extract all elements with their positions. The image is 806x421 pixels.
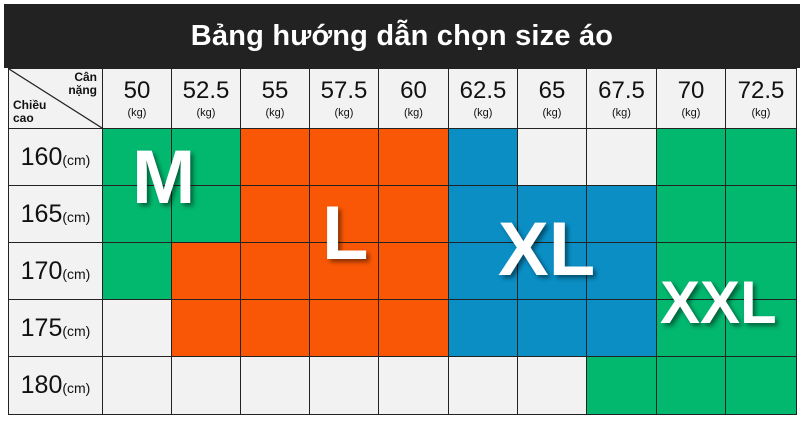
size-cell (448, 185, 518, 243)
height-row: 180(cm) (8, 356, 797, 415)
corner-diagonal (9, 69, 102, 128)
weight-header: 62.5 (kg) (448, 68, 518, 129)
weight-header: 50 (kg) (102, 68, 172, 129)
height-header: 170(cm) (8, 242, 103, 300)
size-cell (309, 128, 379, 186)
size-cell (725, 242, 797, 300)
size-cell (240, 128, 310, 186)
height-header: 180(cm) (8, 356, 103, 415)
size-cell (517, 185, 587, 243)
size-cell (586, 242, 657, 300)
height-row: 160(cm) (8, 128, 797, 186)
size-cell (448, 128, 518, 186)
size-cell (656, 242, 726, 300)
size-cell (102, 299, 172, 357)
size-cell (171, 299, 241, 357)
weight-header: 60 (kg) (378, 68, 449, 129)
height-header: 175(cm) (8, 299, 103, 357)
weight-header: 65 (kg) (517, 68, 587, 129)
height-row: 175(cm) (8, 299, 797, 357)
size-cell (656, 299, 726, 357)
size-cell (725, 356, 797, 415)
weight-header: 57.5 (kg) (309, 68, 379, 129)
size-cell (656, 128, 726, 186)
size-cell (378, 299, 449, 357)
weight-header: 72.5 (kg) (725, 68, 797, 129)
size-cell (240, 356, 310, 415)
size-table: Cân nặng Chiều cao 50 (kg) 52.5 (kg) 55 (kg) … (8, 68, 797, 415)
size-cell (448, 242, 518, 300)
size-cell (378, 356, 449, 415)
size-cell (725, 185, 797, 243)
weight-header: 70 (kg) (656, 68, 726, 129)
size-cell (517, 356, 587, 415)
size-cell (517, 242, 587, 300)
size-cell (656, 356, 726, 415)
size-label-l: L (322, 191, 369, 276)
corner-weight-label: Cân nặng (68, 70, 97, 97)
size-cell (102, 356, 172, 415)
size-cell (378, 128, 449, 186)
size-label-xxl: XXL (660, 269, 777, 336)
size-cell (171, 185, 241, 243)
size-cell (656, 185, 726, 243)
weight-header: 55 (kg) (240, 68, 310, 129)
corner-height-label: Chiều cao (13, 98, 47, 125)
size-cell (586, 128, 657, 186)
height-row: 165(cm) (8, 185, 797, 243)
size-label-m: M (132, 135, 196, 220)
weight-header: 52.5 (kg) (171, 68, 241, 129)
size-cell (517, 128, 587, 186)
height-header: 160(cm) (8, 128, 103, 186)
size-cell (725, 128, 797, 186)
size-cell (171, 242, 241, 300)
size-cell (448, 356, 518, 415)
size-cell (102, 242, 172, 300)
size-cell (240, 185, 310, 243)
size-cell (586, 185, 657, 243)
size-cell (586, 299, 657, 357)
size-label-xl: XL (498, 207, 596, 292)
size-cell (448, 299, 518, 357)
size-cell (378, 185, 449, 243)
size-cell (517, 299, 587, 357)
weight-header: 67.5 (kg) (586, 68, 657, 129)
size-cell (725, 299, 797, 357)
size-cell (102, 128, 172, 186)
size-cell (240, 299, 310, 357)
size-cell (309, 185, 379, 243)
size-cell (240, 242, 310, 300)
size-cell (309, 299, 379, 357)
size-cell (171, 356, 241, 415)
corner-cell: Cân nặng Chiều cao (8, 68, 103, 129)
size-cell (309, 242, 379, 300)
chart-title: Bảng hướng dẫn chọn size áo (4, 4, 800, 68)
size-cell (102, 185, 172, 243)
size-cell (378, 242, 449, 300)
size-cell (309, 356, 379, 415)
weight-header-row: Cân nặng Chiều cao 50 (kg) 52.5 (kg) 55 (kg) … (8, 68, 797, 129)
size-cell (171, 128, 241, 186)
size-cell (586, 356, 657, 415)
height-header: 165(cm) (8, 185, 103, 243)
